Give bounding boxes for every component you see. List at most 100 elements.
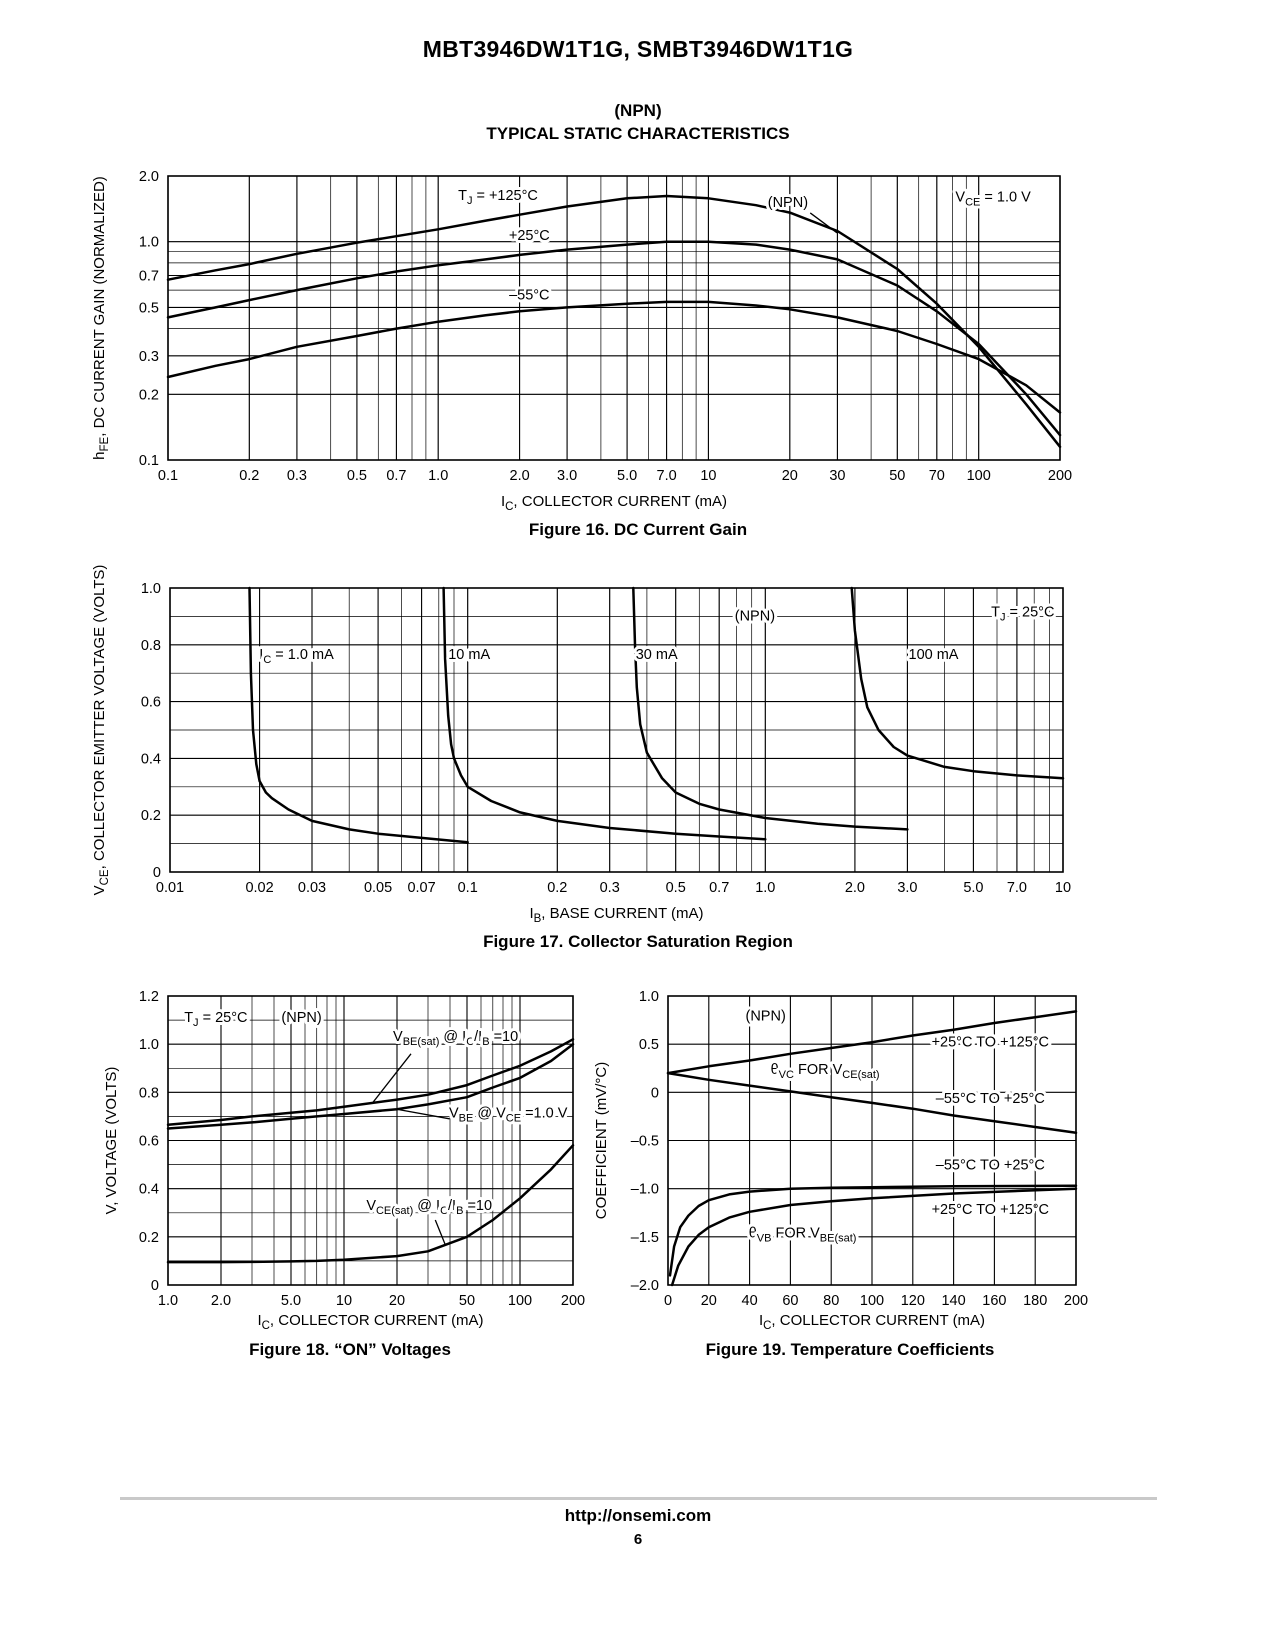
plot-border [167,995,574,1286]
x-tick-label: 50 [889,468,905,484]
y-tick-label: 0 [153,865,161,881]
chart-annotation: 10 mA [448,647,490,663]
figure19-temperature-coefficients-chart: 0 20 40 60 80 100 120 140 160 180 200 1.0 0.5 0 –0.5 –1… [593,989,1088,1332]
x-tick-label: 160 [982,1293,1006,1309]
y-tick-label: 0.5 [139,300,159,316]
y-tick-label: 0.6 [141,695,161,711]
y-tick-label: 0.2 [139,1230,159,1246]
x-tick-label: 20 [701,1293,717,1309]
chart-annotation: VCE(sat) @ IC/IB =10 [366,1198,492,1217]
x-tick-label: 100 [967,468,991,484]
x-tick-label: 70 [929,468,945,484]
x-tick-label: 7.0 [657,468,677,484]
footer-url: http://onsemi.com [564,1506,712,1525]
chart-annotation: (NPN) [768,195,808,211]
chart-annotation: +25°C [509,228,550,244]
chart-annotation: (NPN) [746,1009,786,1025]
chart-annotation: VBE @ VCE =1.0 V [449,1105,568,1124]
y-tick-label: 0 [651,1085,659,1101]
y-tick-label: –1.5 [631,1230,659,1246]
y-tick-label: 1.0 [139,235,159,251]
x-tick-label: 10 [1055,880,1071,896]
x-tick-label: 2.0 [845,880,865,896]
chart-annotation: TJ = 25°C [184,1010,247,1029]
y-axis-title: hFE, DC CURRENT GAIN (NORMALIZED) [91,176,111,460]
y-tick-label: 2.0 [139,169,159,185]
x-tick-label: 20 [782,468,798,484]
y-tick-label: –0.5 [631,1134,659,1150]
y-axis-title: VCE, COLLECTOR EMITTER VOLTAGE (VOLTS) [91,565,111,896]
chart-annotation: –55°C TO +25°C [936,1157,1045,1173]
y-tick-label: 1.2 [139,989,159,1005]
x-tick-label: 200 [1064,1293,1088,1309]
x-tick-label: 200 [1048,468,1072,484]
y-tick-label: –2.0 [631,1278,659,1294]
x-tick-label: 5.0 [963,880,983,896]
x-tick-label: 1.0 [428,468,448,484]
chart-annotation: TJ = +125°C [458,188,538,207]
x-tick-label: 0.07 [407,880,435,896]
x-tick-label: 1.0 [158,1293,178,1309]
x-axis-title: IC, COLLECTOR CURRENT (mA) [501,493,727,513]
x-tick-label: 120 [901,1293,925,1309]
device-polarity-label: (NPN) [614,101,662,120]
x-tick-label: 60 [782,1293,798,1309]
chart-annotation: IC = 1.0 mA [259,647,334,666]
x-tick-label: 100 [860,1293,884,1309]
plot-border [169,587,1064,873]
chart-annotation: TJ = 25°C [991,604,1054,623]
x-tick-label: 5.0 [281,1293,301,1309]
chart-annotation: +25°C TO +125°C [932,1035,1049,1051]
y-tick-label: 0 [151,1278,159,1294]
figure17-collector-saturation-chart: 0.01 0.02 0.03 0.05 0.07 0.1 0.2 0.3 0.5 0.7 1.0 2.… [91,565,1071,925]
x-tick-label: 3.0 [557,468,577,484]
series-tj-125-c [166,194,1062,449]
x-tick-label: 0 [664,1293,672,1309]
x-tick-label: 10 [336,1293,352,1309]
series-ic-100-ma [850,586,1065,780]
x-axis-title: IB, BASE CURRENT (mA) [529,905,703,925]
series-tj-55-c [166,300,1062,414]
y-tick-label: 0.8 [141,638,161,654]
chart-annotation: θVB FOR VBE(sat) [749,1225,857,1244]
series-ic-10-ma [442,586,767,841]
annotation-leader-line [809,212,838,234]
chart-annotation: (NPN) [281,1010,321,1026]
figure16-caption: Figure 16. DC Current Gain [528,520,748,539]
plot-border [667,995,1077,1286]
page-number: 6 [633,1531,643,1548]
x-tick-label: 0.03 [298,880,326,896]
x-tick-label: 30 [829,468,845,484]
series--vc-25-c-to-125-c [666,1010,1078,1075]
series-vce-sat-ic-ib-10 [166,1144,575,1264]
y-tick-label: 1.0 [139,1037,159,1053]
chart-annotation: 100 mA [909,647,959,663]
x-tick-label: 0.7 [709,880,729,896]
y-tick-label: 0.6 [139,1134,159,1150]
series-vbe-sat-ic-ib-10 [166,1038,575,1127]
y-tick-label: –1.0 [631,1182,659,1198]
x-tick-label: 0.02 [245,880,273,896]
figure18-caption: Figure 18. “ON” Voltages [249,1340,451,1359]
annotation-leader-line [396,1108,450,1120]
x-tick-label: 0.3 [287,468,307,484]
figure17-caption: Figure 17. Collector Saturation Region [483,932,793,951]
series-ic-1-0-ma [248,586,469,844]
chart-annotation: –55°C [509,288,549,304]
x-tick-label: 5.0 [617,468,637,484]
x-tick-label: 0.3 [600,880,620,896]
x-tick-label: 140 [941,1293,965,1309]
x-tick-label: 0.1 [158,468,178,484]
x-tick-label: 0.2 [547,880,567,896]
x-tick-label: 80 [823,1293,839,1309]
series--vb-55-c-to-25-c [668,1184,1078,1277]
chart-annotation: 30 mA [636,647,678,663]
x-tick-label: 7.0 [1007,880,1027,896]
x-tick-label: 3.0 [897,880,917,896]
chart-annotation: +25°C TO +125°C [932,1202,1049,1218]
series-tj-25-c [166,240,1062,437]
x-tick-label: 0.7 [386,468,406,484]
x-tick-label: 40 [742,1293,758,1309]
x-tick-label: 0.5 [347,468,367,484]
